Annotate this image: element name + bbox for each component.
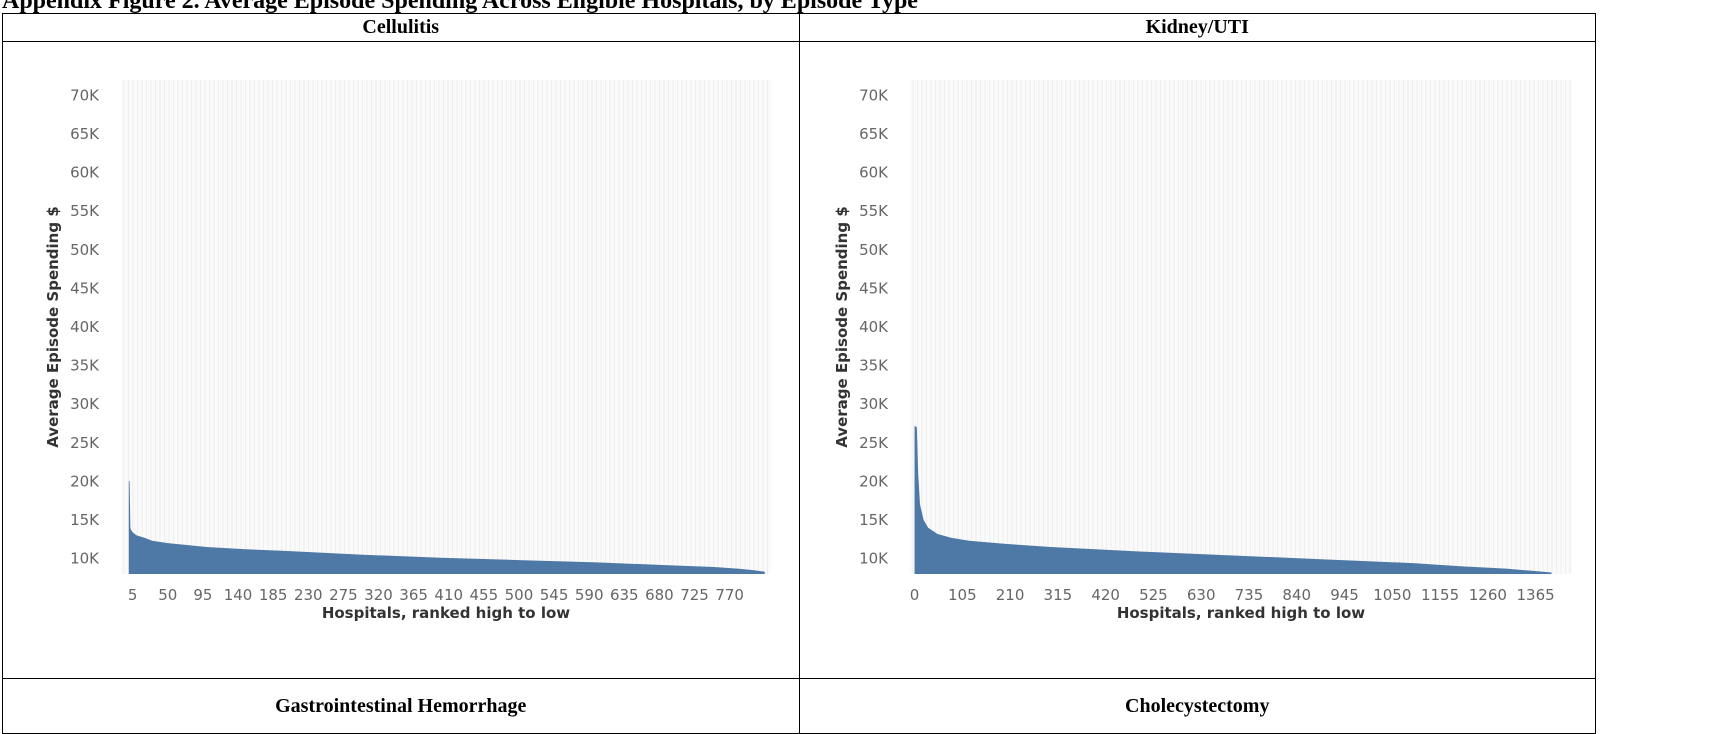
gridlines — [912, 80, 1570, 574]
x-tick-label: 545 — [540, 586, 569, 604]
y-tick-label: 65K — [70, 125, 100, 143]
y-tick-label: 10K — [70, 550, 100, 568]
y-tick-label: 40K — [859, 318, 889, 336]
x-tick-label: 5 — [128, 586, 138, 604]
y-tick-label: 65K — [859, 125, 889, 143]
chart-cell-kidney-uti: 10K 15K 20K 25K 30K 35K 40K 45K 50K 55K 60K 65K 70K 0… — [798, 41, 1596, 679]
x-tick-label: 105 — [948, 586, 977, 604]
y-tick-label: 10K — [859, 550, 889, 568]
x-tick-label: 140 — [224, 586, 253, 604]
y-axis-title: Average Episode Spending $ — [44, 206, 62, 448]
y-tick-label: 30K — [70, 395, 100, 413]
y-tick-label: 40K — [70, 318, 100, 336]
x-tick-label: 275 — [329, 586, 358, 604]
plot-area — [121, 80, 771, 574]
y-tick-label: 70K — [859, 86, 889, 104]
gridlines — [123, 80, 768, 574]
y-tick-label: 45K — [859, 279, 889, 297]
y-tick-label: 60K — [70, 164, 100, 182]
y-tick-label: 50K — [859, 241, 889, 259]
y-tick-label: 55K — [859, 202, 889, 220]
x-tick-label: 455 — [470, 586, 499, 604]
x-tick-label: 410 — [434, 586, 463, 604]
chart-cell-cellulitis: 10K 15K 20K 25K 30K 35K 40K 45K 50K 55K 60K 65K 70K 5… — [2, 41, 800, 679]
x-tick-label: 420 — [1091, 586, 1120, 604]
x-tick-label: 365 — [399, 586, 428, 604]
x-tick-label: 630 — [1186, 586, 1215, 604]
x-axis-title: Hospitals, ranked high to low — [322, 604, 570, 622]
x-tick-label: 525 — [1139, 586, 1168, 604]
y-axis-title: Average Episode Spending $ — [833, 206, 851, 448]
x-tick-label: 1260 — [1468, 586, 1506, 604]
y-tick-label: 60K — [859, 164, 889, 182]
y-tick-label: 25K — [70, 434, 100, 452]
x-tick-label: 590 — [575, 586, 604, 604]
y-tick-label: 20K — [859, 472, 889, 490]
y-tick-label: 45K — [70, 279, 100, 297]
x-tick-label: 230 — [294, 586, 323, 604]
panel-title-gi-hemorrhage: Gastrointestinal Hemorrhage — [2, 678, 800, 734]
x-tick-label: 95 — [193, 586, 212, 604]
figure-grid: Cellulitis Kidney/UTI 10K 15K 20K 25K 30K 35K… — [2, 13, 1596, 734]
x-axis-title: Hospitals, ranked high to low — [1116, 604, 1364, 622]
x-tick-label: 1050 — [1373, 586, 1411, 604]
x-tick-label: 500 — [505, 586, 534, 604]
chart-cellulitis: 10K 15K 20K 25K 30K 35K 40K 45K 50K 55K 60K 65K 70K 5… — [44, 80, 771, 622]
x-tick-label: 945 — [1330, 586, 1359, 604]
y-tick-label: 30K — [859, 395, 889, 413]
x-tick-label: 725 — [680, 586, 709, 604]
y-tick-label: 35K — [70, 357, 100, 375]
x-tick-label: 185 — [259, 586, 288, 604]
x-tick-label: 635 — [610, 586, 639, 604]
panel-title-cholecystectomy: Cholecystectomy — [798, 678, 1596, 734]
y-tick-label: 15K — [859, 511, 889, 529]
y-tick-label: 20K — [70, 472, 100, 490]
panel-title-cellulitis: Cellulitis — [2, 13, 800, 42]
panel-title-kidney-uti: Kidney/UTI — [798, 13, 1596, 42]
x-tick-label: 315 — [1043, 586, 1072, 604]
spending-area-series — [128, 480, 765, 574]
x-tick-label: 770 — [715, 586, 744, 604]
x-tick-label: 0 — [909, 586, 919, 604]
x-tick-label: 1365 — [1516, 586, 1554, 604]
x-tick-label: 50 — [158, 586, 177, 604]
x-tick-label: 840 — [1282, 586, 1311, 604]
page-title: Appendix Figure 2. Average Episode Spend… — [2, 0, 918, 14]
y-tick-label: 15K — [70, 511, 100, 529]
x-tick-label: 680 — [645, 586, 674, 604]
spending-area-series — [914, 425, 1552, 574]
y-tick-label: 35K — [859, 357, 889, 375]
x-tick-label: 210 — [995, 586, 1024, 604]
y-tick-label: 25K — [859, 434, 889, 452]
y-tick-label: 50K — [70, 241, 100, 259]
y-tick-label: 55K — [70, 202, 100, 220]
x-tick-label: 320 — [364, 586, 393, 604]
chart-kidney-uti: 10K 15K 20K 25K 30K 35K 40K 45K 50K 55K 60K 65K 70K 0… — [833, 80, 1572, 622]
y-tick-label: 70K — [70, 86, 100, 104]
x-tick-label: 1155 — [1420, 586, 1458, 604]
x-tick-label: 735 — [1234, 586, 1263, 604]
